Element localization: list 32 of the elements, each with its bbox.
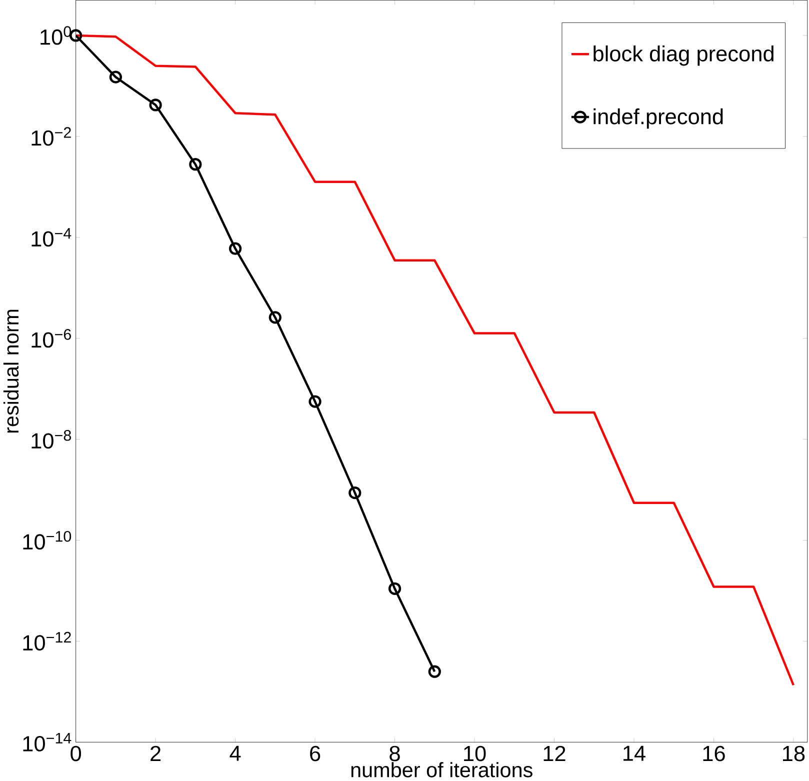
x-tick-label: 8 <box>390 746 400 762</box>
y-tick-label: 10$^{−10}$ <box>23 531 72 550</box>
y-tick-label: 10$^{−12}$ <box>23 632 71 651</box>
point <box>428 665 441 678</box>
legend-label: block diag precond <box>594 46 774 66</box>
y-tick-label: 10$^{−6}$ <box>32 329 71 348</box>
x-tick-label: 4 <box>230 746 241 761</box>
legend-label: indef.precond <box>594 108 723 129</box>
y-axis-title: residual norm <box>3 310 19 433</box>
x-tick-label: 16 <box>703 746 725 762</box>
x-tick-label: 10 <box>464 746 486 762</box>
x-tick-label: 18 <box>783 746 805 762</box>
x-tick-label: 2 <box>150 746 161 762</box>
point <box>268 311 282 324</box>
x-tick-label: 14 <box>624 746 646 761</box>
point <box>228 242 242 256</box>
x-tick-label: 12 <box>544 746 566 762</box>
y-tick-label: 10$^{−4}$ <box>32 228 72 247</box>
point <box>70 29 82 42</box>
point <box>149 98 162 112</box>
x-axis-title: number of iterations <box>351 762 532 778</box>
point <box>109 70 122 84</box>
point <box>308 395 322 408</box>
point <box>348 486 362 500</box>
y-tick-label: 10$^{−8}$ <box>32 430 71 449</box>
point <box>388 582 402 596</box>
y-tick-label: 10$^{−2}$ <box>32 127 71 146</box>
line-series <box>76 34 795 686</box>
y-tick-label: 10$^{−14}$ <box>23 733 72 752</box>
point <box>189 158 202 171</box>
x-tick-label: 0 <box>70 746 82 762</box>
x-tick-label: 6 <box>310 746 320 762</box>
